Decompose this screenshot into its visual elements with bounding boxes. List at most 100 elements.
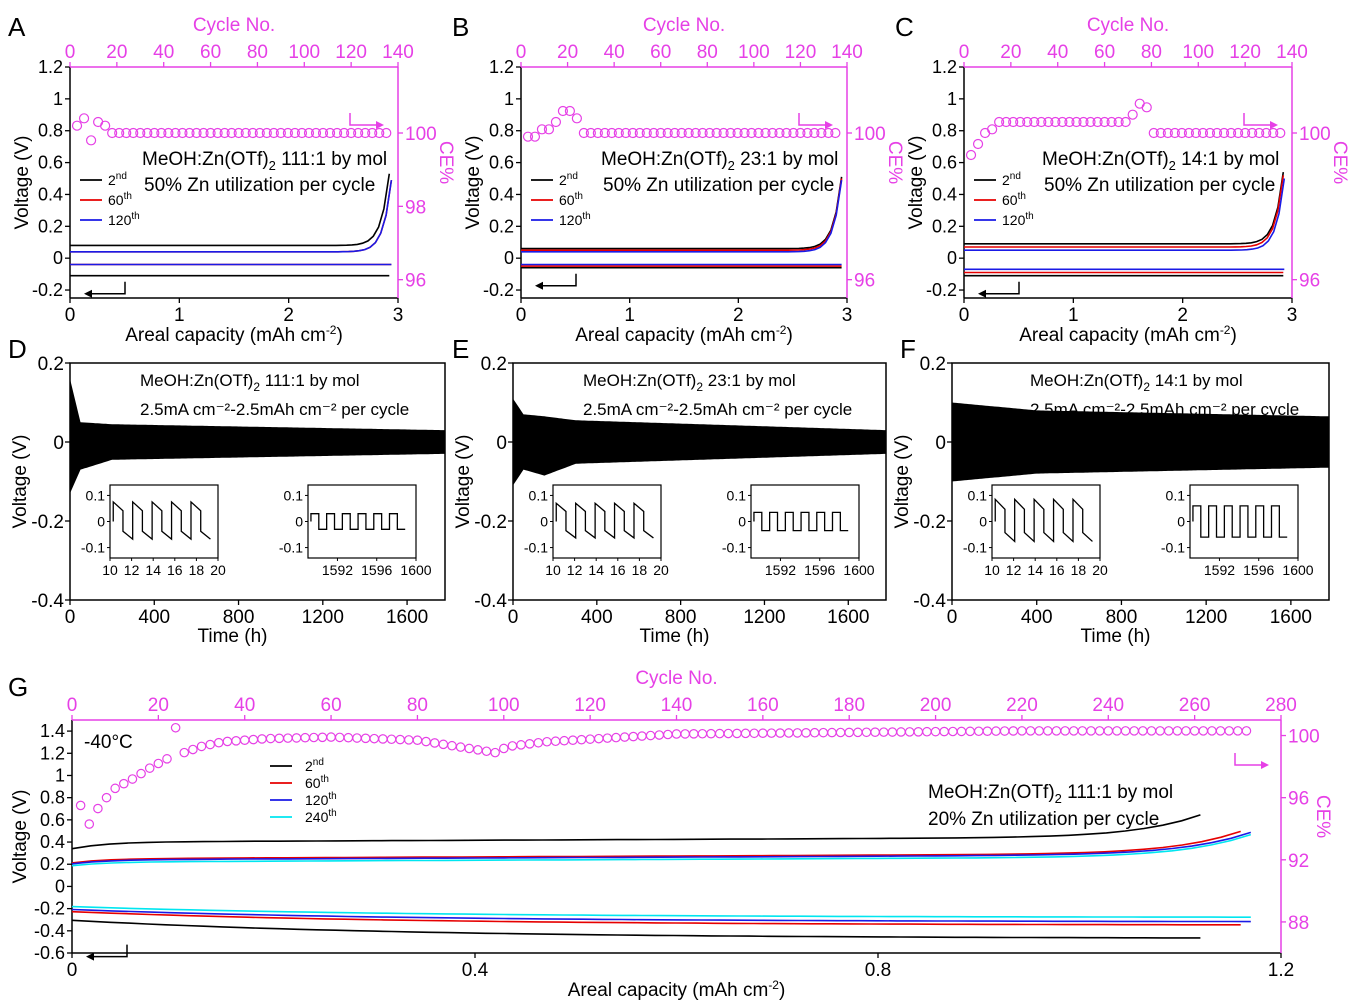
ce-point [732, 127, 743, 139]
charge-curve-2nd [964, 171, 1285, 245]
x-tick-label: 0 [508, 607, 519, 628]
arrow-head [1261, 761, 1269, 769]
inset-x-tick-label: 16 [1049, 562, 1065, 578]
ce-point [533, 737, 544, 748]
inset-x-tick-label: 1596 [1243, 562, 1274, 578]
ce-point [725, 127, 736, 139]
inset-inset1: 10 12 14 16 18 20 -0.1 0 0.1 [963, 484, 1108, 578]
charge-curve-2nd [70, 173, 391, 247]
inset-x-tick-label: 1596 [361, 562, 392, 578]
ce-point [1190, 127, 1202, 139]
ce-point [1163, 726, 1174, 736]
inset-inset2: 1592 1596 1600 -0.1 0 0.1 [1161, 484, 1314, 578]
x-tick-label: 1.2 [1268, 960, 1294, 981]
ce-point [127, 774, 138, 784]
ce-point [1112, 726, 1122, 736]
ce-axis-arrow [1243, 113, 1274, 126]
inset-x-tick-label: 14 [588, 562, 604, 578]
x2-tick-label: 80 [247, 42, 268, 63]
y-tick-label: 1.2 [40, 743, 65, 763]
legend-label: 120th [305, 791, 337, 808]
y-tick-label: 1 [947, 89, 957, 109]
arrow-head [535, 281, 543, 290]
y2-tick-label: 96 [405, 271, 426, 292]
ce-point [648, 127, 659, 139]
ce-point [576, 734, 587, 745]
panel-subtitle: 2.5mA cm⁻²-2.5mAh cm⁻² per cycle [583, 400, 852, 419]
ce-point [543, 124, 555, 135]
y-tick-label: -0.2 [483, 280, 514, 300]
x-tick-label: 800 [665, 607, 697, 628]
ce-point [119, 778, 129, 789]
ce-point [878, 727, 889, 737]
ce-point [844, 727, 855, 738]
ce-point [403, 735, 414, 745]
ce-point [1094, 726, 1105, 736]
ce-point [801, 728, 811, 738]
ce-point [758, 728, 768, 739]
inset-x-tick-label: 10 [984, 562, 1000, 578]
panel-letter-f: F [900, 334, 916, 364]
ce-point [1051, 726, 1062, 736]
x2-tick-label: 20 [557, 42, 578, 63]
inset-frame [307, 484, 417, 559]
panel-letter-g: G [8, 672, 28, 702]
ce-point [1211, 127, 1223, 139]
y-tick-label: 0 [496, 433, 507, 454]
ce-point [774, 127, 785, 139]
x2-tick-label: 180 [833, 695, 865, 716]
ce-point [498, 743, 509, 754]
y-tick-label: -0.4 [474, 591, 507, 612]
ce-point [257, 734, 267, 744]
ce-point [367, 127, 378, 139]
ce-point [669, 127, 680, 139]
x-tick-label: 2 [733, 305, 744, 326]
charge-curve-120th [70, 179, 393, 253]
x2-tick-label: 40 [604, 42, 625, 63]
inset-x-tick-label: 18 [189, 562, 205, 578]
ce-point [559, 735, 570, 746]
x2-tick-label: 120 [574, 695, 606, 716]
ce-point [1129, 726, 1139, 736]
y-tick-label: 1.2 [38, 57, 63, 77]
ce-point [870, 727, 880, 737]
ce-point [214, 737, 224, 748]
arrow-head [978, 289, 986, 298]
ce-point [965, 726, 975, 737]
ce-point [205, 739, 215, 750]
ce-point [1225, 127, 1237, 139]
ce-point [326, 732, 336, 742]
ce-point [1198, 726, 1209, 736]
ce-point [507, 741, 518, 751]
ce-point [522, 131, 534, 142]
ce-point [100, 120, 111, 131]
ce-point [1064, 116, 1075, 128]
ce-point [683, 127, 694, 139]
ce-point [663, 729, 673, 740]
ce-point [153, 758, 164, 769]
ce-point [1204, 127, 1216, 139]
ce-point [680, 729, 690, 739]
inset-voltage-trace [994, 497, 1093, 543]
x2-tick-label: 80 [407, 695, 428, 716]
ce-point [749, 728, 760, 739]
ce-point [816, 127, 827, 139]
ce-point [550, 116, 562, 128]
inset-inset1: 10 12 14 16 18 20 -0.1 0 0.1 [524, 484, 669, 578]
ce-point [240, 127, 251, 139]
y2-axis-title: CE% [435, 141, 456, 184]
x2-tick-label: 0 [67, 695, 78, 716]
x2-tick-label: 60 [1094, 42, 1115, 63]
x-tick-label: 0.8 [865, 960, 891, 981]
y2-axis-title: CE% [1329, 141, 1350, 184]
ce-point [613, 127, 624, 139]
ce-point [645, 730, 656, 741]
x-tick-label: 400 [581, 607, 613, 628]
inset-y-tick-label: -0.1 [81, 540, 105, 556]
voltage-axis-arrow [982, 281, 1020, 295]
panel-letter-d: D [8, 334, 27, 364]
ce-point [739, 127, 750, 139]
ce-point [578, 127, 589, 139]
